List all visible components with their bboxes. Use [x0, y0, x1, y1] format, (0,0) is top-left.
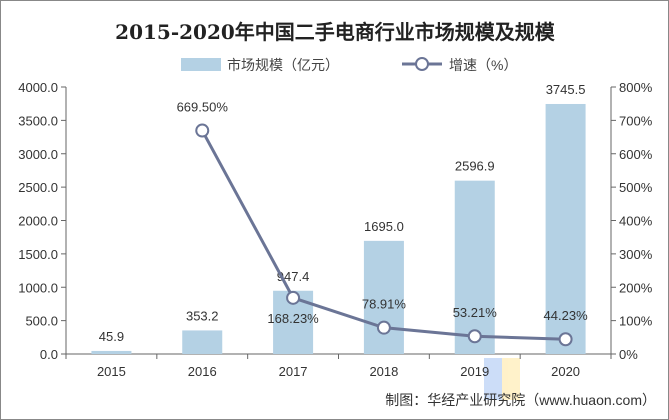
- growth-point: [195, 123, 210, 138]
- growth-data-label: 44.23%: [544, 308, 589, 323]
- right-tick-label: 0%: [619, 347, 638, 362]
- bar-data-label: 2596.9: [455, 159, 495, 174]
- growth-data-label: 53.21%: [453, 305, 498, 320]
- right-tick-label: 200%: [619, 280, 653, 295]
- left-tick-label: 0.0: [40, 347, 58, 362]
- legend-line-marker: [415, 57, 429, 71]
- left-tick-label: 3500.0: [18, 113, 58, 128]
- x-tick-label: 2016: [188, 364, 217, 379]
- chart-title: 2015-2020年中国二手电商行业市场规模及规模: [115, 20, 556, 44]
- bar: [91, 350, 132, 354]
- right-tick-label: 800%: [619, 80, 653, 95]
- x-tick-label: 2019: [460, 364, 489, 379]
- bar: [545, 103, 586, 354]
- bar: [182, 330, 223, 354]
- left-tick-label: 2000.0: [18, 214, 58, 229]
- growth-point: [286, 290, 301, 305]
- bar-data-label: 45.9: [99, 329, 124, 344]
- growth-data-label: 669.50%: [177, 100, 229, 115]
- x-tick-label: 2020: [551, 364, 580, 379]
- left-tick-label: 1000.0: [18, 280, 58, 295]
- left-tick-label: 4000.0: [18, 80, 58, 95]
- watermark-logo: [484, 358, 520, 400]
- legend: 市场规模（亿元） 增速（%）: [181, 57, 517, 73]
- x-tick-label: 2017: [279, 364, 308, 379]
- growth-data-label: 78.91%: [362, 297, 407, 312]
- growth-point: [467, 329, 482, 344]
- growth-data-label: 168.23%: [267, 311, 319, 326]
- source-note: 制图：华经产业研究院（www.huaon.com）: [385, 392, 656, 408]
- growth-point: [376, 320, 391, 335]
- bar-data-label: 3745.5: [546, 82, 586, 97]
- legend-bar-label: 市场规模（亿元）: [227, 57, 339, 73]
- bar: [454, 180, 495, 354]
- left-tick-label: 1500.0: [18, 247, 58, 262]
- bar-data-label: 1695.0: [364, 219, 404, 234]
- watermark-logo-block-blue: [484, 358, 502, 400]
- left-tick-label: 2500.0: [18, 180, 58, 195]
- left-tick-label: 3000.0: [18, 147, 58, 162]
- left-tick-label: 500.0: [25, 314, 58, 329]
- right-tick-label: 700%: [619, 113, 653, 128]
- bar: [363, 240, 404, 354]
- legend-bar-swatch: [181, 58, 221, 71]
- bar-data-label: 353.2: [186, 308, 219, 323]
- x-tick-label: 2015: [97, 364, 126, 379]
- right-tick-label: 600%: [619, 147, 653, 162]
- watermark-logo-block-yellow: [502, 358, 520, 400]
- right-tick-label: 100%: [619, 314, 653, 329]
- x-tick-label: 2018: [369, 364, 398, 379]
- right-tick-label: 500%: [619, 180, 653, 195]
- right-tick-label: 300%: [619, 247, 653, 262]
- right-tick-label: 400%: [619, 214, 653, 229]
- growth-point: [558, 332, 573, 347]
- legend-line-label: 增速（%）: [449, 57, 517, 73]
